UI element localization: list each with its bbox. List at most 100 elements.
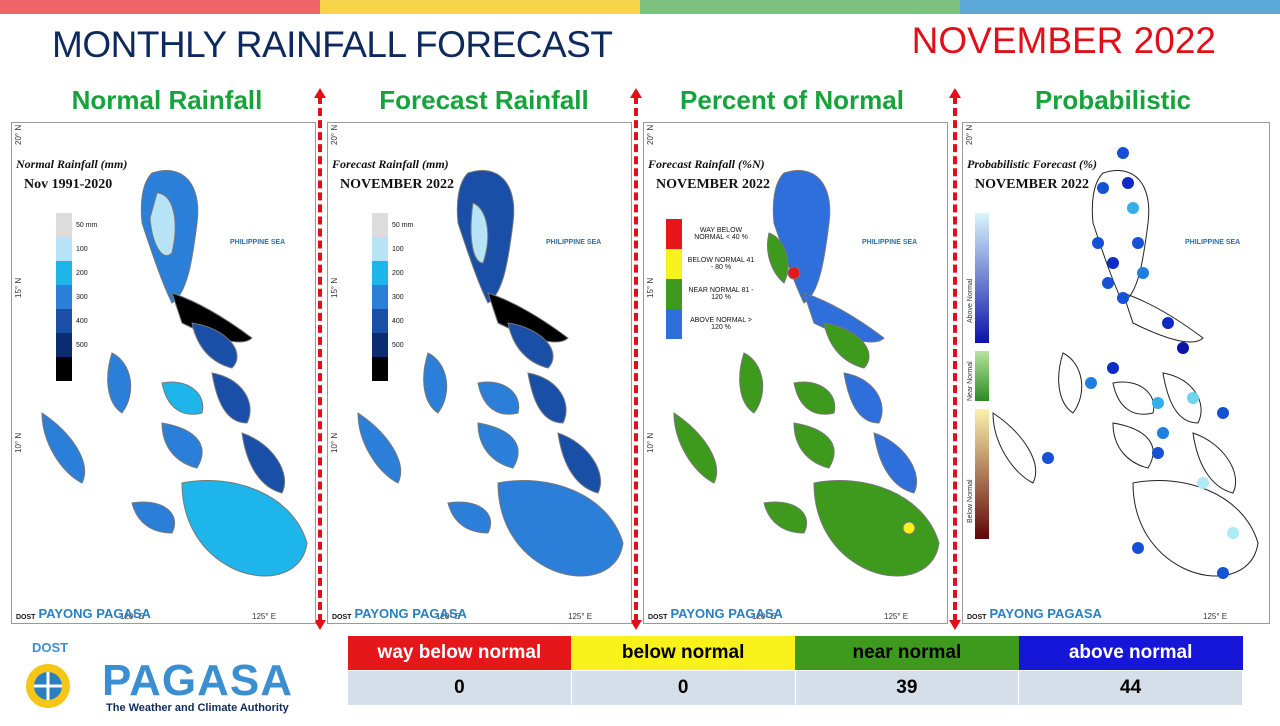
- separator-3-arrow-up: [949, 88, 961, 98]
- legend-label: 400: [76, 317, 88, 325]
- rainfall-legend: 50 mm 100 200 300 400 500: [372, 213, 413, 381]
- lon-label-120: 120° E: [436, 612, 461, 621]
- separator-2-arrow-down: [630, 620, 642, 630]
- philippines-map-probabilistic: [992, 147, 1259, 579]
- payong-pagasa-label: PAYONG PAGASA: [38, 606, 151, 621]
- lon-label-120: 120° E: [120, 612, 145, 621]
- rainfall-legend: 50 mm 100 200 300 400 500: [56, 213, 97, 381]
- map-title: Normal Rainfall (mm): [16, 157, 128, 171]
- sea-label: PHILIPPINE SEA: [862, 239, 918, 246]
- dost-small-label: DOST: [16, 614, 36, 621]
- legend-label: 100: [76, 245, 88, 253]
- legend-label: 500: [392, 341, 404, 349]
- separator-2: [634, 96, 638, 622]
- legend-label: BELOW NORMAL 41 - 80 %: [687, 257, 755, 271]
- legend-row: 300: [56, 285, 97, 309]
- pagasa-emblem-icon: [26, 664, 70, 708]
- lon-label-125: 125° E: [1203, 612, 1228, 621]
- above-normal-bar: [975, 213, 989, 343]
- dost-label: DOST: [32, 640, 69, 655]
- legend-row: 500: [372, 333, 413, 357]
- lon-label-125: 125° E: [252, 612, 277, 621]
- map-panel-forecast-rainfall: Forecast Rainfall (mm) NOVEMBER 2022 PHI…: [327, 122, 632, 624]
- legend-row: 200: [56, 261, 97, 285]
- above-normal-label: Above Normal: [967, 278, 974, 323]
- dost-small-label: DOST: [967, 614, 987, 621]
- legend-row: 500: [56, 333, 97, 357]
- legend-row: 50 mm: [56, 213, 97, 237]
- below-normal-label: Below Normal: [967, 479, 974, 523]
- forecast-month: NOVEMBER 2022: [911, 20, 1216, 61]
- forecast-category-table: way below normal below normal near norma…: [347, 636, 1243, 706]
- lon-label-125: 125° E: [568, 612, 593, 621]
- near-normal-bar: [975, 351, 989, 401]
- header-above-normal: above normal: [1018, 636, 1243, 671]
- legend-row: BELOW NORMAL 41 - 80 %: [666, 249, 756, 279]
- map-subtitle: NOVEMBER 2022: [975, 177, 1089, 192]
- legend-row: 200: [372, 261, 413, 285]
- legend-label: 200: [76, 269, 88, 277]
- legend-row: [372, 357, 413, 381]
- payong-pagasa-logo: DOST PAYONG PAGASA: [648, 606, 783, 621]
- payong-pagasa-logo: DOST PAYONG PAGASA: [16, 606, 151, 621]
- lat-label-10: 10° N: [14, 432, 23, 453]
- philippines-map-normal: [41, 169, 308, 577]
- separator-3: [953, 96, 957, 622]
- lat-label-15: 15° N: [330, 277, 339, 298]
- lat-label-20: 20° N: [646, 124, 655, 145]
- header-below-normal: below normal: [571, 636, 795, 671]
- legend-label: 100: [392, 245, 404, 253]
- lat-label-15: 15° N: [646, 277, 655, 298]
- legend-row: NEAR NORMAL 81 - 120 %: [666, 279, 756, 309]
- map-subtitle: NOVEMBER 2022: [656, 177, 770, 192]
- legend-row: [56, 357, 97, 381]
- legend-row: 300: [372, 285, 413, 309]
- lon-label-125: 125° E: [884, 612, 909, 621]
- category-count-row: 0 0 39 44: [347, 670, 1243, 706]
- legend-label: 300: [76, 293, 88, 301]
- sea-label: PHILIPPINE SEA: [546, 239, 602, 246]
- count-below-normal: 0: [570, 670, 796, 706]
- count-near-normal: 39: [794, 670, 1020, 706]
- map-title: Forecast Rainfall (%N): [648, 157, 765, 171]
- separator-1-arrow-up: [314, 88, 326, 98]
- lat-label-20: 20° N: [965, 124, 974, 145]
- legend-label: WAY BELOW NORMAL < 40 %: [694, 227, 748, 241]
- lat-label-20: 20° N: [14, 124, 23, 145]
- legend-row: WAY BELOW NORMAL < 40 %: [666, 219, 756, 249]
- legend-row: 100: [372, 237, 413, 261]
- sea-label: PHILIPPINE SEA: [230, 239, 286, 246]
- top-bar-yellow: [320, 0, 640, 14]
- map-panel-percent-of-normal: Forecast Rainfall (%N) NOVEMBER 2022 PHI…: [643, 122, 948, 624]
- separator-3-arrow-down: [949, 620, 961, 630]
- count-way-below-normal: 0: [347, 670, 572, 706]
- map-panel-normal-rainfall: Normal Rainfall (mm) Nov 1991-2020 PHILI…: [11, 122, 316, 624]
- legend-label: 400: [392, 317, 404, 325]
- payong-pagasa-label: PAYONG PAGASA: [670, 606, 783, 621]
- dost-small-label: DOST: [332, 614, 352, 621]
- legend-row: 50 mm: [372, 213, 413, 237]
- top-color-bar: [0, 0, 1280, 14]
- payong-pagasa-logo: DOST PAYONG PAGASA: [967, 606, 1102, 621]
- heading-percent-of-normal: Percent of Normal: [680, 85, 904, 115]
- philippines-map-percent: [673, 169, 940, 577]
- legend-row: 100: [56, 237, 97, 261]
- legend-label: 50 mm: [392, 221, 414, 229]
- near-normal-label: Near Normal: [967, 361, 974, 401]
- lat-label-10: 10° N: [646, 432, 655, 453]
- heading-forecast-rainfall: Forecast Rainfall: [379, 85, 589, 115]
- probabilistic-legend: [975, 213, 989, 539]
- heading-normal-rainfall: Normal Rainfall: [71, 85, 263, 115]
- map-title: Probabilistic Forecast (%): [967, 157, 1097, 171]
- lat-label-10: 10° N: [330, 432, 339, 453]
- legend-label: 300: [392, 293, 404, 301]
- lon-label-120: 120° E: [752, 612, 777, 621]
- payong-pagasa-label: PAYONG PAGASA: [354, 606, 467, 621]
- top-bar-green: [640, 0, 960, 14]
- legend-label: 500: [76, 341, 88, 349]
- slide-title: MONTHLY RAINFALL FORECAST: [52, 24, 613, 65]
- map-panel-probabilistic: Probabilistic Forecast (%) NOVEMBER 2022…: [962, 122, 1270, 624]
- legend-label: NEAR NORMAL 81 - 120 %: [688, 287, 754, 301]
- top-bar-red: [0, 0, 320, 14]
- sea-label: PHILIPPINE SEA: [1185, 239, 1241, 246]
